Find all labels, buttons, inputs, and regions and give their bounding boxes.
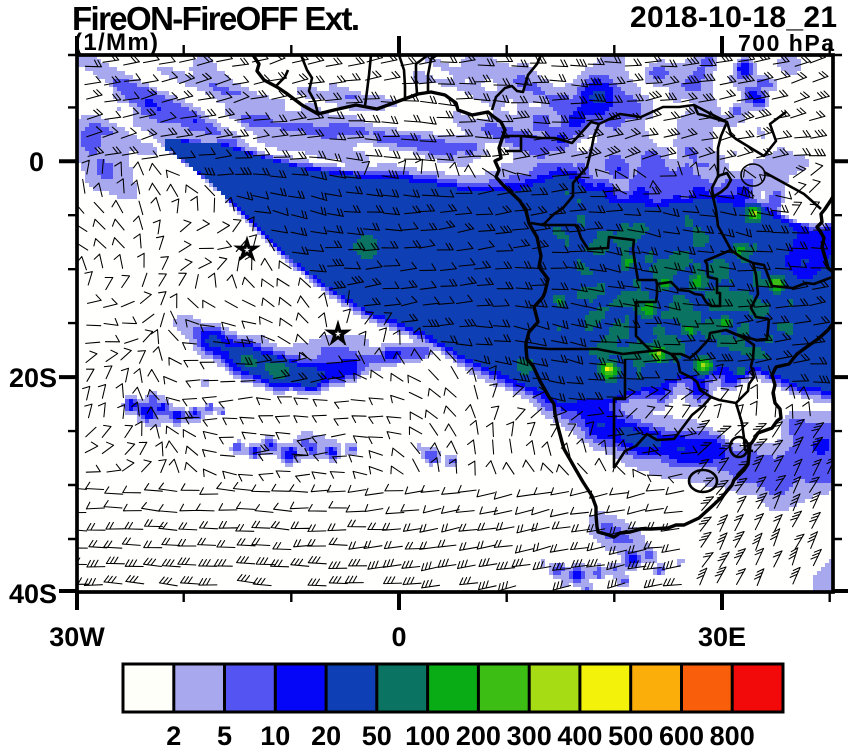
svg-text:600: 600: [659, 721, 704, 747]
svg-text:2: 2: [166, 721, 181, 747]
svg-text:FireON-FireOFF Ext.: FireON-FireOFF Ext.: [72, 0, 360, 37]
svg-text:100: 100: [405, 721, 450, 747]
svg-text:20: 20: [311, 721, 341, 747]
svg-text:30E: 30E: [698, 622, 746, 652]
svg-text:400: 400: [557, 721, 602, 747]
svg-text:10: 10: [260, 721, 290, 747]
svg-text:20S: 20S: [9, 363, 57, 393]
svg-text:200: 200: [456, 721, 501, 747]
svg-text:800: 800: [710, 721, 755, 747]
svg-text:30W: 30W: [49, 622, 105, 652]
svg-text:5: 5: [217, 721, 232, 747]
svg-text:2018-10-18_21: 2018-10-18_21: [630, 1, 837, 34]
svg-text:50: 50: [362, 721, 392, 747]
svg-text:(1/Mm): (1/Mm): [74, 29, 158, 56]
svg-text:500: 500: [608, 721, 653, 747]
svg-text:700 hPa: 700 hPa: [738, 30, 834, 56]
svg-text:40S: 40S: [9, 579, 57, 609]
svg-text:0: 0: [29, 147, 44, 177]
svg-text:300: 300: [507, 721, 552, 747]
svg-text:0: 0: [391, 622, 406, 652]
